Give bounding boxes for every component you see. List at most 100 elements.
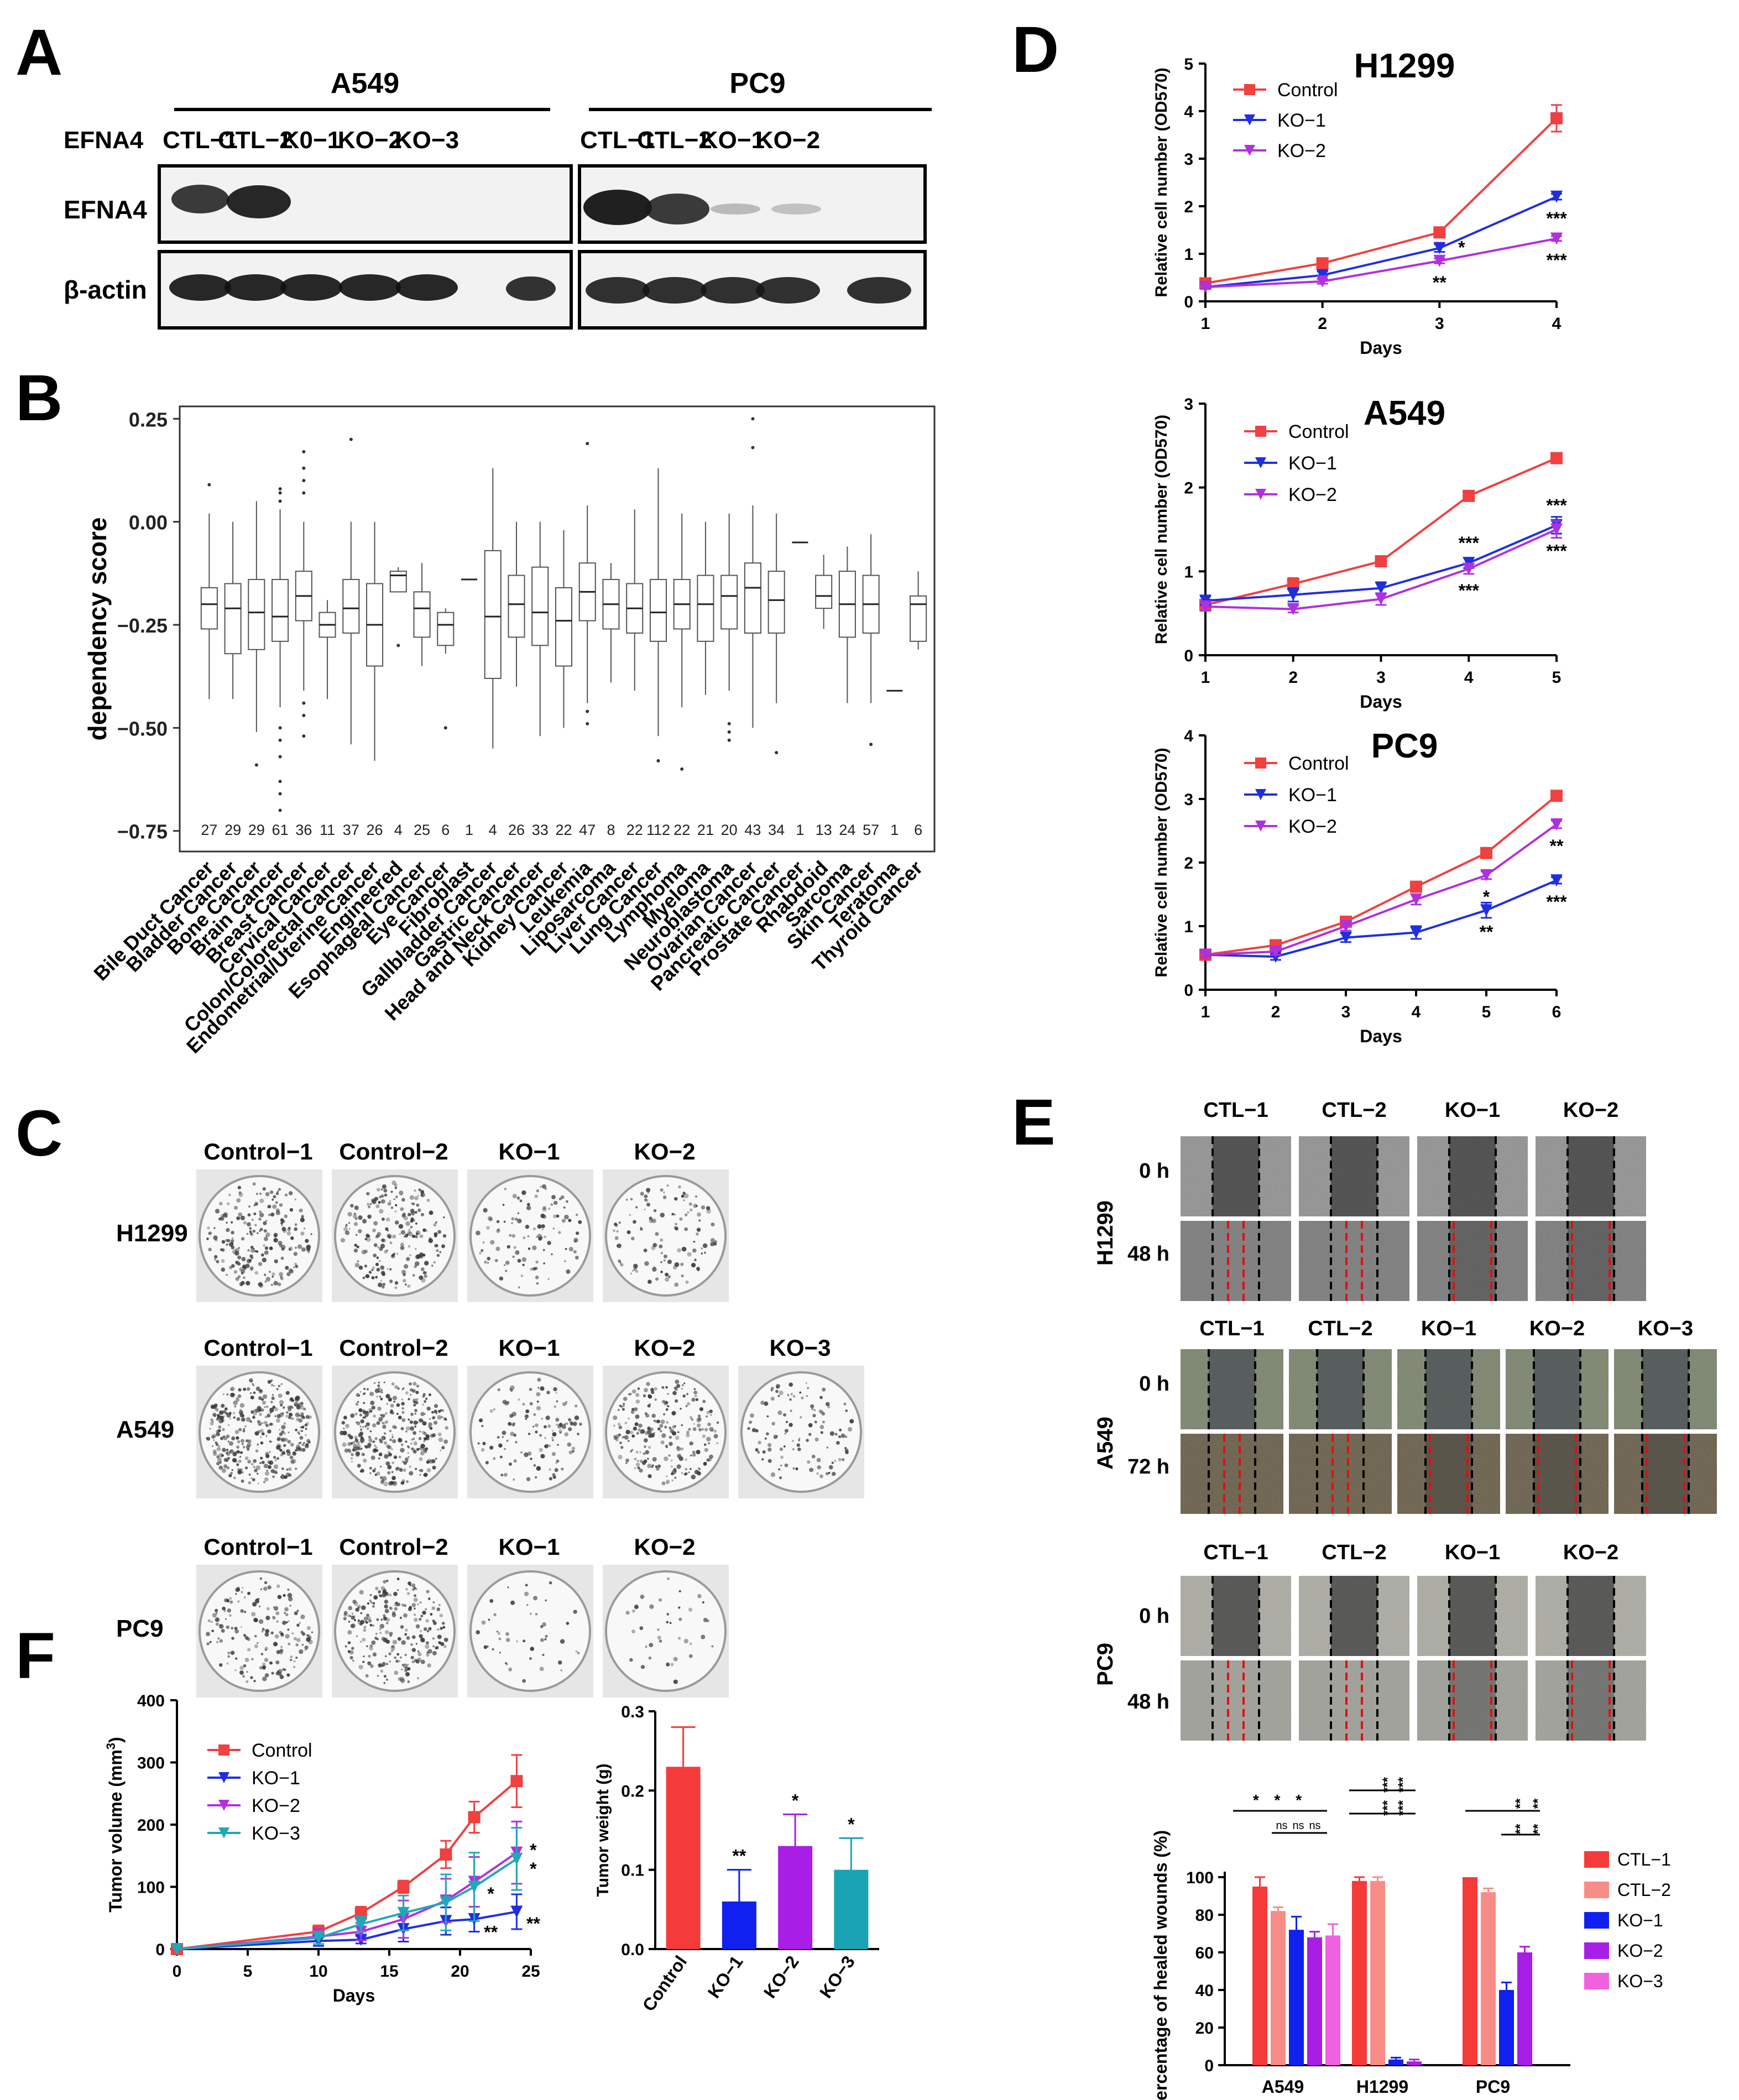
colony-dot [214, 1255, 218, 1259]
colony-dot [677, 1454, 682, 1459]
colony-dot [565, 1402, 567, 1405]
colony-dot [510, 1222, 514, 1225]
colony-dot [367, 1661, 372, 1665]
data-point [510, 1905, 523, 1918]
data-point [1410, 926, 1422, 939]
colony-dot [671, 1213, 674, 1216]
lane-label: KO−2 [756, 127, 820, 154]
colony-dot [423, 1448, 427, 1452]
colony-dot [273, 1385, 275, 1387]
colony-dot [384, 1655, 387, 1658]
colony-dot [655, 1466, 660, 1471]
significance-mark: ** [1513, 1824, 1528, 1834]
colony-dot [659, 1244, 663, 1248]
wound-image-texture [1506, 1434, 1609, 1514]
series-Control [1199, 452, 1563, 611]
colony-dot [420, 1213, 425, 1216]
colony-dot [384, 1604, 388, 1609]
colony-dot [287, 1440, 291, 1444]
colony-dot [613, 1436, 617, 1440]
lane-label: CTL−2 [218, 127, 293, 154]
colony-dot [369, 1623, 373, 1627]
colony-dot [385, 1217, 390, 1222]
colony-dot [285, 1414, 289, 1418]
colony-dot [217, 1637, 220, 1640]
colony-dot [629, 1214, 631, 1216]
colony-dot [226, 1215, 228, 1218]
colony-dot [649, 1604, 654, 1609]
colony-dot [647, 1394, 652, 1399]
colony-dot [567, 1442, 572, 1447]
colony-dot [666, 1475, 668, 1477]
colony-dot [635, 1393, 640, 1397]
colony-dot [382, 1285, 385, 1289]
colony-dot [653, 1209, 657, 1213]
colony-dot [360, 1440, 363, 1444]
colony-dot [677, 1431, 680, 1433]
colony-dot [243, 1664, 247, 1668]
x-tick-label: 2 [1318, 315, 1327, 333]
colony-plate [603, 1366, 729, 1498]
colony-dot [279, 1272, 284, 1277]
significance-mark: ** [1550, 836, 1564, 856]
colony-dot [496, 1631, 499, 1633]
count-label: 24 [839, 822, 855, 838]
colony-dot [652, 1457, 657, 1462]
colony-dot [285, 1634, 290, 1639]
colony-dot [373, 1595, 378, 1600]
condition-label: KO−2 [1563, 1541, 1618, 1564]
colony-dot [412, 1438, 415, 1440]
colony-dot [419, 1617, 422, 1621]
colony-dot [561, 1424, 566, 1429]
colony-dot [504, 1448, 506, 1450]
colony-dot [372, 1602, 375, 1605]
colony-dot [539, 1434, 542, 1437]
box-12 [484, 468, 502, 749]
colony-dot [493, 1457, 496, 1460]
colony-dot [257, 1443, 259, 1445]
colony-dot [362, 1660, 365, 1663]
colony-dot [552, 1475, 557, 1479]
bar [1407, 2061, 1422, 2065]
colony-dot [371, 1268, 374, 1271]
colony-dot [255, 1193, 258, 1195]
colony-dot [235, 1261, 238, 1264]
colony-dot [257, 1232, 259, 1234]
colony-dot [481, 1620, 486, 1625]
colony-dot [383, 1432, 387, 1435]
bar [666, 1767, 701, 1949]
colony-dot [300, 1441, 302, 1444]
colony-dot [247, 1222, 251, 1227]
colony-dot [271, 1198, 274, 1201]
colony-dot [682, 1394, 686, 1398]
colony-dot [683, 1199, 685, 1202]
colony-dot [509, 1388, 511, 1390]
colony-dot [677, 1248, 681, 1253]
colony-dot [284, 1438, 288, 1442]
colony-dot [417, 1677, 420, 1680]
colony-dot [520, 1451, 523, 1454]
band [711, 203, 760, 215]
colony-dot [288, 1226, 291, 1230]
colony-dot [412, 1382, 417, 1386]
colony-dot [661, 1433, 666, 1438]
series-line [1205, 195, 1557, 289]
legend-label: KO−1 [1277, 110, 1326, 131]
colony-dot [294, 1223, 297, 1226]
colony-dot [535, 1423, 539, 1428]
colony-dot [360, 1436, 364, 1440]
colony-dot [255, 1250, 259, 1253]
data-point [1550, 818, 1563, 830]
colony-dot [374, 1473, 377, 1476]
colony-dot [686, 1433, 690, 1438]
colony-dot [420, 1659, 425, 1664]
wound-image-texture [1417, 1660, 1528, 1741]
colony-dot [667, 1577, 670, 1580]
colony-dot [414, 1189, 416, 1192]
significance-mark: * [530, 1859, 537, 1879]
colony-dot [568, 1450, 573, 1455]
colony-dot [407, 1284, 411, 1288]
colony-dot [281, 1226, 286, 1231]
count-label: 33 [532, 822, 549, 838]
